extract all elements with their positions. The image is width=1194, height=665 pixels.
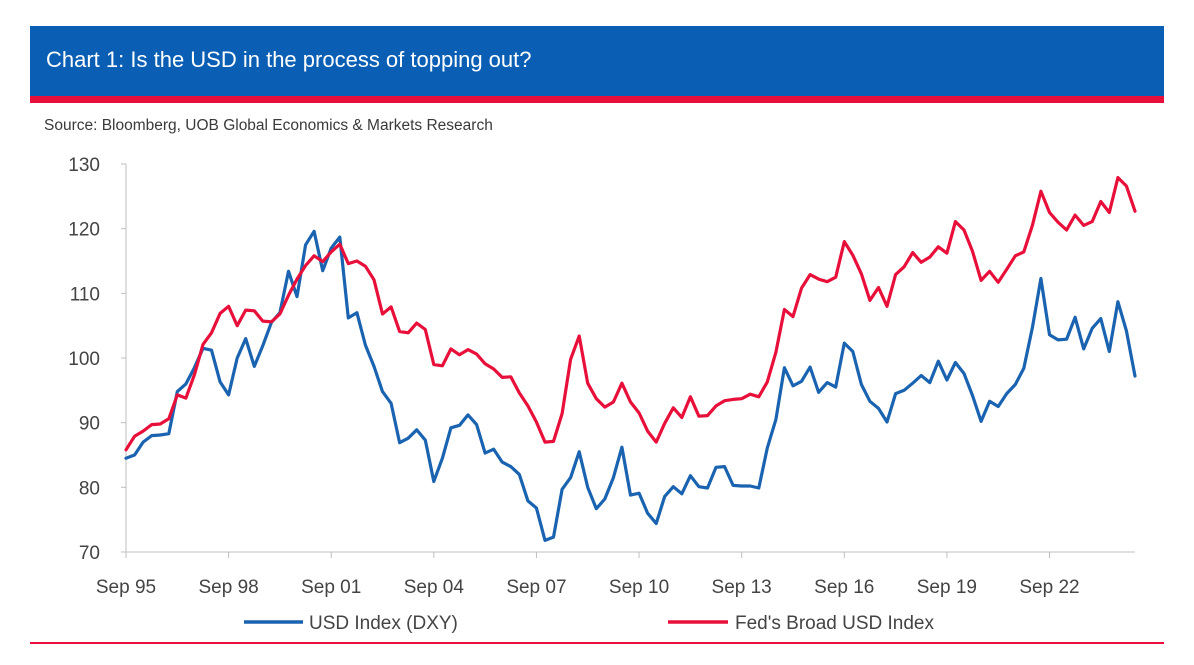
chart-lines	[124, 176, 1137, 542]
chart-legend: USD Index (DXY) Fed's Broad USD Index	[244, 613, 934, 634]
chart-axes: 70 80 90 100 110 120 130 Sep 95 Sep 98 Sep 01 Sep …	[68, 155, 1135, 598]
title-underline	[30, 96, 1164, 103]
chart-title-banner: Chart 1: Is the USD in the process of to…	[30, 26, 1164, 96]
series-line-dxy	[124, 229, 1137, 542]
y-tick-label: 100	[68, 349, 100, 370]
legend-label: Fed's Broad USD Index	[735, 613, 934, 634]
y-tick-label: 70	[79, 543, 100, 564]
x-tick-label: Sep 01	[301, 577, 361, 598]
y-tick-label: 120	[68, 220, 100, 241]
y-tick-label: 110	[70, 284, 100, 305]
source-note: Source: Bloomberg, UOB Global Economics …	[44, 117, 493, 134]
x-tick-label: Sep 13	[712, 577, 772, 598]
y-tick-label: 80	[79, 478, 100, 499]
chart-title: Chart 1: Is the USD in the process of to…	[46, 47, 532, 72]
y-tick-label: 90	[79, 414, 100, 435]
x-tick-label: Sep 98	[198, 577, 258, 598]
x-tick-label: Sep 16	[814, 577, 874, 598]
bottom-divider	[30, 642, 1164, 644]
x-tick-label: Sep 10	[609, 577, 669, 598]
x-tick-label: Sep 95	[96, 577, 156, 598]
x-tick-label: Sep 04	[404, 577, 465, 598]
x-tick-label: Sep 07	[506, 577, 566, 598]
series-line-broad-usd	[124, 176, 1137, 452]
x-tick-label: Sep 22	[1019, 577, 1079, 598]
y-tick-label: 130	[68, 155, 100, 176]
legend-label: USD Index (DXY)	[309, 613, 458, 634]
x-tick-label: Sep 19	[917, 577, 977, 598]
